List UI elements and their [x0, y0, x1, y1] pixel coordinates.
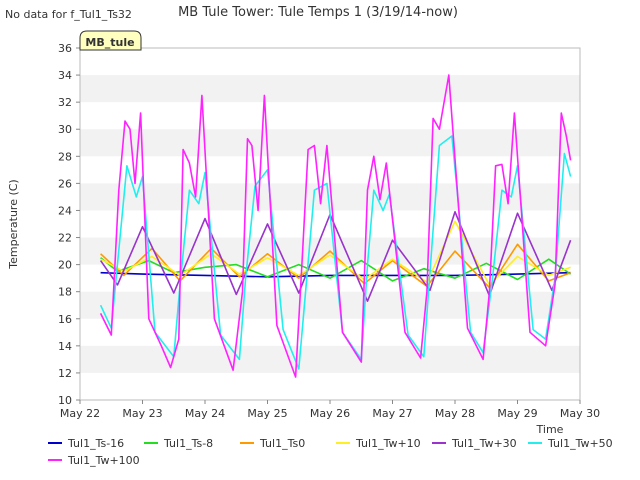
x-tick-label: May 25 [247, 407, 287, 420]
legend-label-tul1-tw-30: Tul1_Tw+30 [451, 437, 517, 450]
y-tick-label: 22 [58, 232, 72, 245]
x-tick-label: May 27 [372, 407, 412, 420]
legend: Tul1_Ts-16 Tul1_Ts-8 Tul1_Ts0 Tul1_Tw+10 Tul… [48, 437, 613, 467]
badge-label: MB_tule [85, 36, 134, 49]
x-tick-label: May 22 [60, 407, 100, 420]
y-tick-label: 34 [58, 69, 72, 82]
x-tick-label: May 29 [497, 407, 537, 420]
y-tick-label: 18 [58, 286, 72, 299]
x-axis: May 22 May 23 May 24 May 25 May 26 May 27 May … [60, 400, 600, 420]
legend-label-tul1-tw-10: Tul1_Tw+10 [355, 437, 421, 450]
series-line-tul1-ts0 [100, 243, 571, 289]
y-tick-label: 26 [58, 177, 72, 190]
station-badge: MB_tule [79, 30, 142, 51]
y-tick-label: 16 [58, 313, 72, 326]
y-tick-label: 30 [58, 123, 72, 136]
series-line-tul1-tw-100 [99, 74, 572, 378]
series-lines [99, 74, 572, 378]
legend-label-tul1-tw-100: Tul1_Tw+100 [67, 454, 140, 467]
series-line-tul1-tw-10 [100, 220, 571, 286]
y-tick-label: 24 [58, 204, 72, 217]
x-tick-label: May 26 [310, 407, 350, 420]
y-tick-label: 32 [58, 96, 72, 109]
grid-band [80, 75, 580, 103]
legend-label-tul1-ts-16: Tul1_Ts-16 [67, 437, 124, 450]
y-tick-label: 12 [58, 367, 72, 380]
y-tick-label: 10 [58, 394, 72, 407]
no-data-notice: No data for f_Tul1_Ts32 [5, 8, 132, 21]
y-tick-label: 20 [58, 259, 72, 272]
y-tick-label: 14 [58, 340, 72, 353]
x-tick-label: May 30 [560, 407, 600, 420]
x-tick-label: May 23 [122, 407, 162, 420]
legend-label-tul1-tw-50: Tul1_Tw+50 [547, 437, 613, 450]
grid-band [80, 129, 580, 157]
x-tick-label: May 28 [435, 407, 475, 420]
x-axis-label: Time [536, 423, 564, 436]
y-axis: 10 12 14 16 18 20 22 24 26 28 30 32 34 36 [58, 42, 80, 407]
legend-label-tul1-ts-8: Tul1_Ts-8 [163, 437, 213, 450]
y-tick-label: 28 [58, 150, 72, 163]
series-line-tul1-ts-8 [100, 257, 572, 282]
x-tick-label: May 24 [185, 407, 225, 420]
grid-band [80, 291, 580, 319]
grid-band [80, 345, 580, 373]
chart-title: MB Tule Tower: Tule Temps 1 (3/19/14-now… [178, 5, 458, 20]
legend-label-tul1-ts0: Tul1_Ts0 [259, 437, 305, 450]
y-axis-label: Temperature (C) [7, 179, 20, 269]
y-tick-label: 36 [58, 42, 72, 55]
